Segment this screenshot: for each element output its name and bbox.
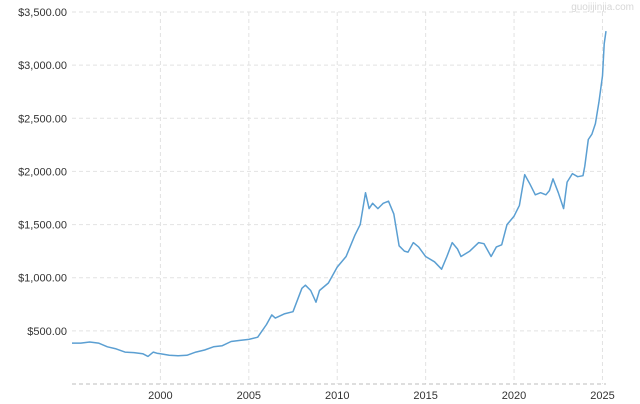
y-tick-label: $3,000.00 — [18, 60, 67, 72]
x-tick-label: 2025 — [590, 390, 614, 402]
y-tick-label: $500.00 — [27, 326, 67, 338]
x-axis-labels: 2000 2005 2010 2015 2020 2025 — [148, 390, 615, 402]
y-tick-label: $1,500.00 — [18, 220, 67, 232]
x-tick-label: 2000 — [148, 390, 172, 402]
watermark: guojijinjia.com — [571, 2, 634, 13]
y-gridlines — [72, 11, 606, 332]
y-tick-label: $3,500.00 — [18, 7, 67, 19]
price-series-line — [72, 30, 607, 358]
x-tick-label: 2010 — [325, 390, 349, 402]
y-tick-label: $1,000.00 — [18, 273, 67, 285]
y-axis-labels: $500.00 $1,000.00 $1,500.00 $2,000.00 $2,500… — [18, 7, 67, 338]
x-tick-label: 2020 — [502, 390, 526, 402]
x-tick-label: 2015 — [413, 390, 437, 402]
y-tick-label: $2,500.00 — [18, 113, 67, 125]
y-tick-label: $2,000.00 — [18, 166, 67, 178]
x-tick-label: 2005 — [237, 390, 261, 402]
x-gridlines — [159, 12, 603, 384]
